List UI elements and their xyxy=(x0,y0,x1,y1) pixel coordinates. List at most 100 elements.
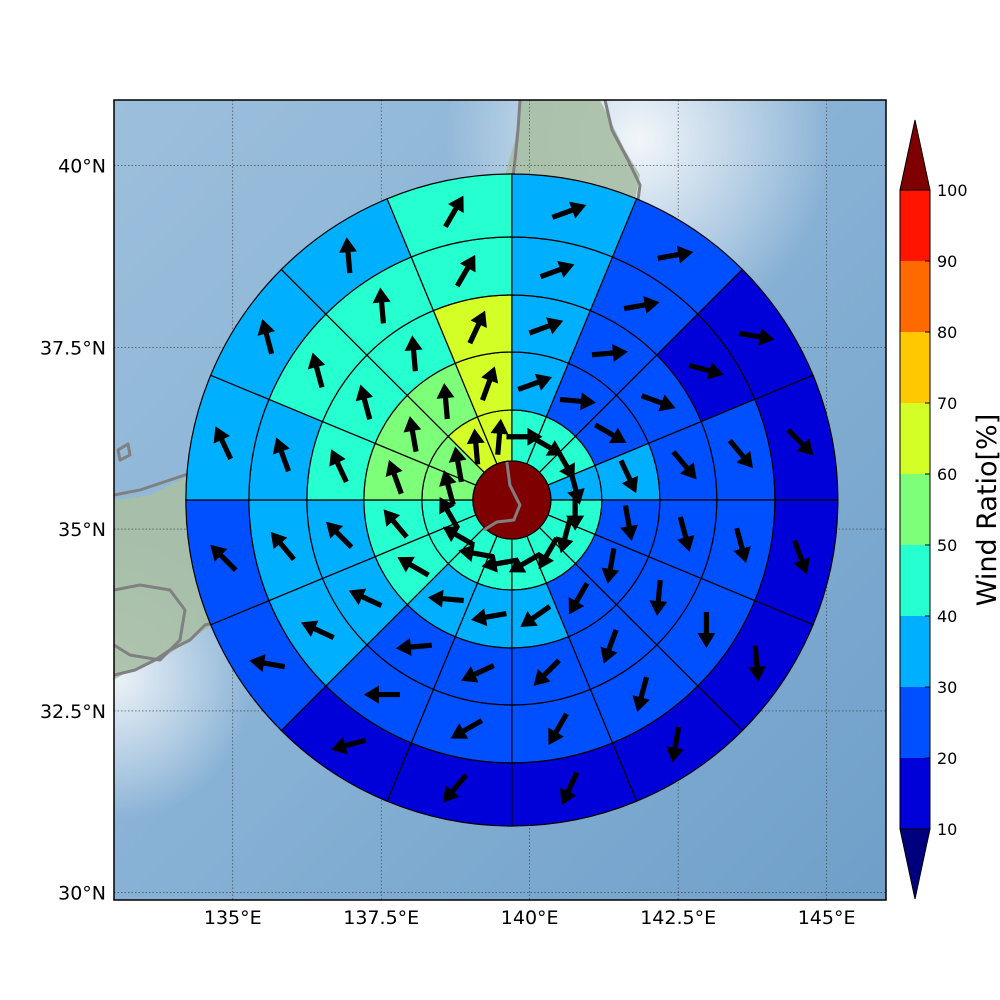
wind-arrow xyxy=(556,517,574,554)
wind-arrow xyxy=(442,526,476,548)
wind-arrow xyxy=(329,449,349,483)
wind-arrow xyxy=(466,428,485,465)
wind-arrow xyxy=(257,318,275,355)
colorbar-segment xyxy=(900,403,930,474)
wind-arrows xyxy=(210,195,814,806)
wind-arrow xyxy=(533,658,561,686)
wind-arrow xyxy=(792,539,811,575)
colorbar-label: Wind Ratio[%] xyxy=(972,414,1000,606)
colorbar-tick-label: 50 xyxy=(937,536,957,555)
wind-arrow xyxy=(454,254,476,288)
wind-arrow xyxy=(326,521,354,549)
wind-arrow xyxy=(551,201,587,220)
colorbar-tick-label: 80 xyxy=(937,323,957,342)
wind-arrow xyxy=(528,317,564,336)
colorbar-tick-label: 40 xyxy=(937,607,957,626)
wind-arrow xyxy=(618,459,639,494)
wind-arrow xyxy=(439,496,460,530)
wind-arrow xyxy=(427,589,464,608)
wind-arrow xyxy=(727,438,753,469)
colorbar-tick-label: 70 xyxy=(937,394,957,413)
latitude-tick-labels: 30°N 32.5°N 35°N 37.5°N 40°N xyxy=(40,155,106,904)
lat-tick-label: 30°N xyxy=(58,883,106,905)
wind-arrow xyxy=(568,582,590,615)
lon-tick-label: 140°E xyxy=(501,907,559,929)
wind-arrow xyxy=(439,470,457,506)
longitude-tick-labels: 135°E 137.5°E 140°E 142.5°E 145°E xyxy=(204,907,856,929)
wind-arrow xyxy=(372,287,391,324)
wind-arrow xyxy=(697,612,716,649)
wind-arrow xyxy=(458,544,495,562)
wind-arrow xyxy=(213,426,233,460)
wind-arrow xyxy=(363,685,400,704)
wind-arrow xyxy=(786,427,814,456)
colorbar-tick-label: 20 xyxy=(937,749,957,768)
wind-arrow xyxy=(470,608,507,627)
wind-arrow xyxy=(632,676,650,712)
wind-arrow xyxy=(339,237,357,274)
wind-arrow xyxy=(640,393,676,412)
wind-arrow xyxy=(601,547,620,584)
wind-arrow xyxy=(738,328,775,346)
wind-arrow xyxy=(467,310,487,345)
wind-arrow xyxy=(436,383,455,420)
wind-arrow xyxy=(307,352,326,389)
wind-arrow xyxy=(404,335,423,372)
wind-arrow xyxy=(395,638,432,656)
wind-arrow xyxy=(548,712,569,746)
lat-tick-label: 35°N xyxy=(58,519,106,541)
colorbar-tick-label: 60 xyxy=(937,465,957,484)
wind-arrow xyxy=(249,654,286,672)
colorbar: 10 20 30 40 50 60 70 80 90 100 xyxy=(899,119,968,900)
wind-arrow xyxy=(385,459,404,495)
wind-arrow xyxy=(666,726,684,763)
wind-arrow xyxy=(300,620,335,640)
wind-arrow xyxy=(517,373,553,392)
wind-arrow xyxy=(450,718,484,739)
lon-tick-label: 145°E xyxy=(798,907,856,929)
colorbar-segment xyxy=(900,474,930,545)
colorbar-over-triangle xyxy=(899,119,931,191)
wind-arrow xyxy=(490,418,509,455)
colorbar-tick-label: 100 xyxy=(937,181,968,200)
wind-arrow xyxy=(480,366,499,402)
colorbar-segment xyxy=(900,758,930,829)
wind-arrow xyxy=(591,344,628,362)
wind-arrow xyxy=(448,446,467,483)
wind-arrow xyxy=(733,527,751,564)
colorbar-segment xyxy=(900,190,930,261)
wind-arrow xyxy=(481,554,518,573)
wind-arrow xyxy=(355,384,374,421)
wind-arrow xyxy=(620,505,638,541)
lat-tick-label: 37.5°N xyxy=(40,337,106,359)
wind-arrow xyxy=(538,536,559,570)
colorbar-frame xyxy=(899,190,931,829)
coastline-shikoku xyxy=(114,583,187,662)
wind-arrow xyxy=(649,579,668,616)
center-coastline xyxy=(483,461,522,532)
wind-arrow xyxy=(330,736,367,755)
colorbar-tick-label: 30 xyxy=(937,678,957,697)
wind-arrow xyxy=(461,663,495,683)
wind-arrow xyxy=(210,544,238,573)
lat-tick-label: 32.5°N xyxy=(40,701,106,723)
wind-arrow xyxy=(383,509,409,539)
wind-arrow xyxy=(397,556,430,578)
wind-arrow xyxy=(442,773,468,803)
wind-arrow xyxy=(567,469,585,505)
wind-arrow xyxy=(559,392,596,411)
wind-arrow xyxy=(270,531,296,562)
wind-arrow xyxy=(671,450,697,480)
coastline-awaji xyxy=(116,442,132,462)
wind-arrow xyxy=(272,437,291,473)
colorbar-segment xyxy=(900,545,930,616)
lon-tick-label: 137.5°E xyxy=(343,907,419,929)
wind-arrow xyxy=(520,604,552,628)
wind-arrow xyxy=(559,771,580,806)
center-disc xyxy=(472,460,552,540)
wind-arrow xyxy=(677,516,695,552)
wind-arrow xyxy=(593,422,627,444)
wind-arrow xyxy=(657,245,694,264)
wind-arrow xyxy=(348,588,383,609)
